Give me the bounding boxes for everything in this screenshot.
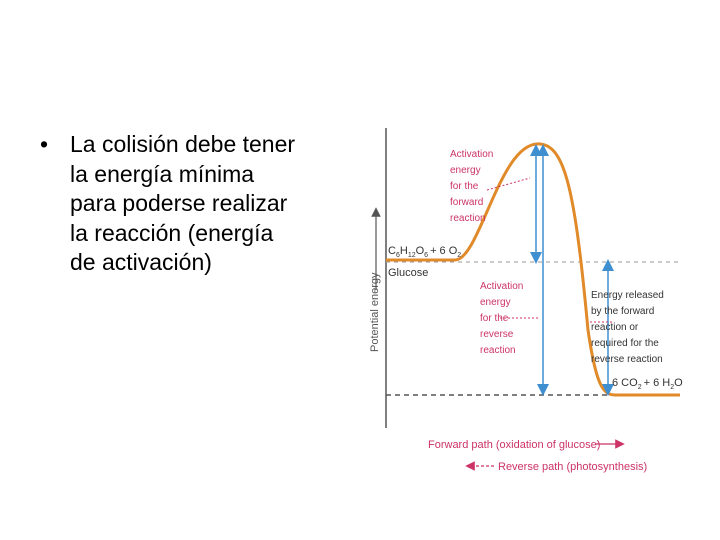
svg-text:Activation: Activation [480,281,523,292]
svg-text:reverse reaction: reverse reaction [591,354,663,365]
svg-text:reverse: reverse [480,329,514,340]
reactant-formula: C6H12O6 + 6 O2 [388,245,461,259]
reactant-name: Glucose [388,267,428,279]
svg-text:Energy released: Energy released [591,290,664,301]
svg-text:required for the: required for the [591,338,659,349]
bullet-text-block: • La colisión debe tener la energía míni… [40,130,360,278]
svg-text:reaction or: reaction or [591,322,639,333]
energy-curve [386,142,680,397]
svg-text:forward: forward [450,197,483,208]
bullet-line: la reacción (energía [70,219,274,246]
bullet-symbol: • [40,131,49,157]
forward-path-label: Forward path (oxidation of glucose) [428,439,600,451]
reverse-path-label: Reverse path (photosynthesis) [498,461,647,473]
svg-text:reaction: reaction [450,213,486,224]
svg-text:for the: for the [450,181,479,192]
product-formula: 6 CO2 + 6 H2O [612,377,683,391]
svg-text:for the: for the [480,313,509,324]
svg-text:energy: energy [480,297,511,308]
svg-text:by the forward: by the forward [591,306,654,317]
bullet-line: la energía mínima [70,160,255,187]
y-axis-label: Potential energy [369,272,381,352]
forward-activation-leader [486,177,531,191]
reverse-activation-label: Activation energy for the reverse reacti… [480,281,523,356]
svg-text:Activation: Activation [450,149,493,160]
energy-released-label: Energy released by the forward reaction … [591,290,664,365]
bullet-paragraph: La colisión debe tener la energía mínima… [70,130,360,278]
bullet-line: de activación) [70,249,212,275]
bullet-line: para poderse realizar [70,190,288,216]
svg-text:energy: energy [450,165,481,176]
forward-activation-label: Activation energy for the forward reacti… [450,149,493,224]
bullet-line: La colisión debe tener [70,131,296,157]
svg-text:reaction: reaction [480,345,516,356]
